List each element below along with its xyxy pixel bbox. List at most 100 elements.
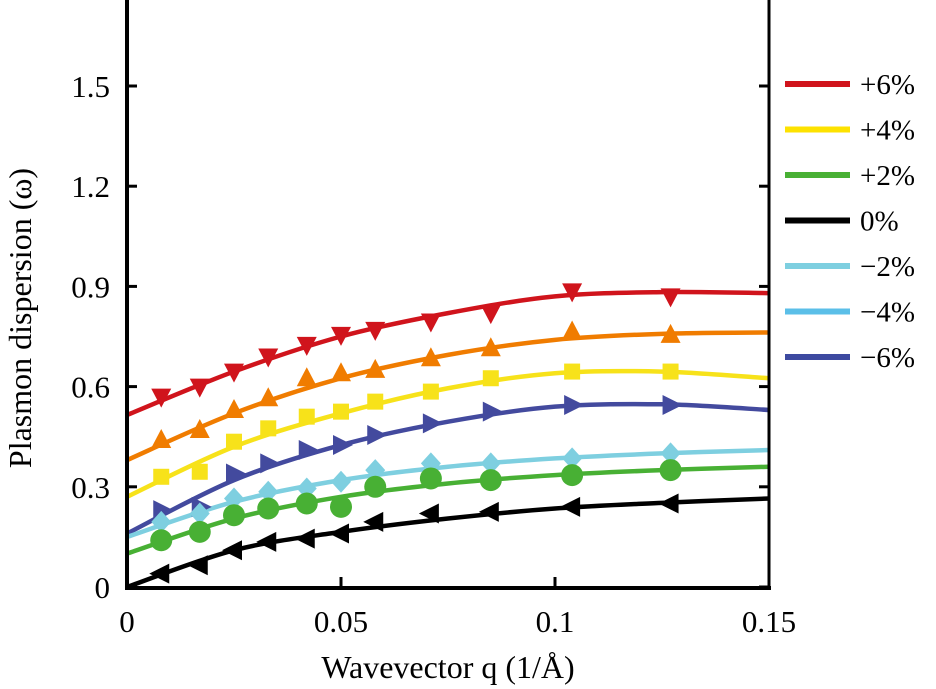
legend-label: −6% xyxy=(860,342,915,374)
y-axis-label: Plasmon dispersion (ω) xyxy=(2,168,38,468)
y-tick-label: 0.3 xyxy=(71,470,110,505)
data-point-red xyxy=(562,283,583,303)
data-point-cyan xyxy=(189,502,210,525)
data-point-green xyxy=(330,495,352,518)
fit-curve-orange xyxy=(126,330,770,463)
data-point-yellow xyxy=(367,393,384,410)
data-point-green xyxy=(419,467,442,490)
data-point-green xyxy=(188,520,211,543)
data-point-black xyxy=(222,540,242,561)
data-point-orange xyxy=(224,398,244,418)
data-point-blue xyxy=(422,413,443,434)
data-point-orange xyxy=(660,323,681,343)
data-point-yellow xyxy=(482,370,499,387)
data-point-cyan xyxy=(480,452,501,475)
data-point-green xyxy=(479,469,502,492)
data-point-green xyxy=(561,464,584,487)
fit-curve-black xyxy=(126,496,770,590)
data-point-cyan xyxy=(562,447,583,470)
data-point-cyan xyxy=(258,480,279,503)
y-tick-label: 0.6 xyxy=(71,370,110,405)
data-point-red xyxy=(258,348,279,368)
axes xyxy=(125,0,771,590)
legend: +6% +4% +2% 0% −2% −4% −6% xyxy=(785,69,915,374)
data-point-red xyxy=(660,288,681,308)
data-point-yellow xyxy=(564,363,581,380)
y-tick-label: 0 xyxy=(95,570,111,605)
legend-label: −4% xyxy=(860,297,915,329)
data-point-black xyxy=(149,563,170,584)
data-point-red xyxy=(296,336,317,356)
data-point-cyan xyxy=(660,442,681,465)
data-point-black xyxy=(478,501,499,522)
x-tick-label: 0.1 xyxy=(536,604,575,639)
legend-label: 0% xyxy=(860,206,899,238)
y-tick-label: 1.2 xyxy=(71,169,110,204)
data-point-red xyxy=(420,313,441,333)
data-point-yellow xyxy=(662,363,679,380)
data-point-red xyxy=(224,363,244,383)
data-point-green xyxy=(364,475,387,498)
data-point-cyan xyxy=(331,470,351,493)
data-point-blue xyxy=(226,463,246,484)
data-point-orange xyxy=(480,337,501,357)
y-tick-label: 1.5 xyxy=(71,69,110,104)
data-point-yellow xyxy=(422,383,439,400)
data-point-orange xyxy=(562,320,583,340)
data-point-yellow xyxy=(298,408,315,425)
legend-label: +4% xyxy=(860,115,915,147)
data-point-orange xyxy=(420,347,441,367)
data-point-yellow xyxy=(153,468,170,485)
data-point-orange xyxy=(151,429,172,449)
data-point-green xyxy=(659,459,682,482)
data-point-yellow xyxy=(226,433,242,450)
data-point-blue xyxy=(564,394,585,415)
data-point-orange xyxy=(331,362,351,382)
data-point-green xyxy=(223,504,245,527)
data-point-cyan xyxy=(151,510,172,533)
data-point-red xyxy=(151,388,172,408)
data-point-blue xyxy=(662,394,683,415)
data-point-blue xyxy=(298,440,319,461)
data-point-yellow xyxy=(191,463,208,480)
data-point-orange xyxy=(365,358,386,378)
fit-curve-blue xyxy=(125,401,770,536)
y-tick-label: 0.9 xyxy=(71,269,110,304)
legend-label: +6% xyxy=(860,69,915,101)
data-point-cyan xyxy=(224,487,244,510)
data-markers xyxy=(149,283,683,584)
data-point-blue xyxy=(482,401,503,422)
legend-label: −2% xyxy=(860,251,915,283)
x-tick-label: 0 xyxy=(119,604,135,639)
data-point-orange xyxy=(258,387,279,407)
data-point-black xyxy=(418,503,439,524)
data-point-black xyxy=(256,531,277,552)
data-point-black xyxy=(187,555,208,576)
x-tick-label: 0.15 xyxy=(742,604,796,639)
data-point-red xyxy=(480,305,501,325)
data-point-cyan xyxy=(365,459,386,482)
data-point-black xyxy=(329,523,349,544)
data-point-yellow xyxy=(333,403,349,420)
data-point-blue xyxy=(333,435,353,456)
ticks: 0 0.05 0.1 0.15 0 0.3 0.6 0.9 1.2 1.5 xyxy=(71,69,796,639)
data-point-yellow xyxy=(260,420,277,437)
data-point-green xyxy=(295,492,318,515)
data-point-red xyxy=(331,326,351,346)
data-point-orange xyxy=(296,367,317,387)
data-point-green xyxy=(257,497,280,520)
data-point-black xyxy=(658,493,679,514)
x-tick-label: 0.05 xyxy=(314,604,368,639)
data-point-orange xyxy=(189,419,210,439)
data-point-black xyxy=(294,528,315,549)
data-point-blue xyxy=(367,425,388,446)
data-point-black xyxy=(363,511,384,532)
data-point-black xyxy=(560,496,581,517)
data-point-green xyxy=(150,529,173,552)
data-point-red xyxy=(189,378,210,398)
data-point-blue xyxy=(260,453,281,474)
data-point-red xyxy=(365,321,386,341)
x-axis-label: Wavevector q (1/Å) xyxy=(321,649,574,685)
legend-label: +2% xyxy=(860,160,915,192)
